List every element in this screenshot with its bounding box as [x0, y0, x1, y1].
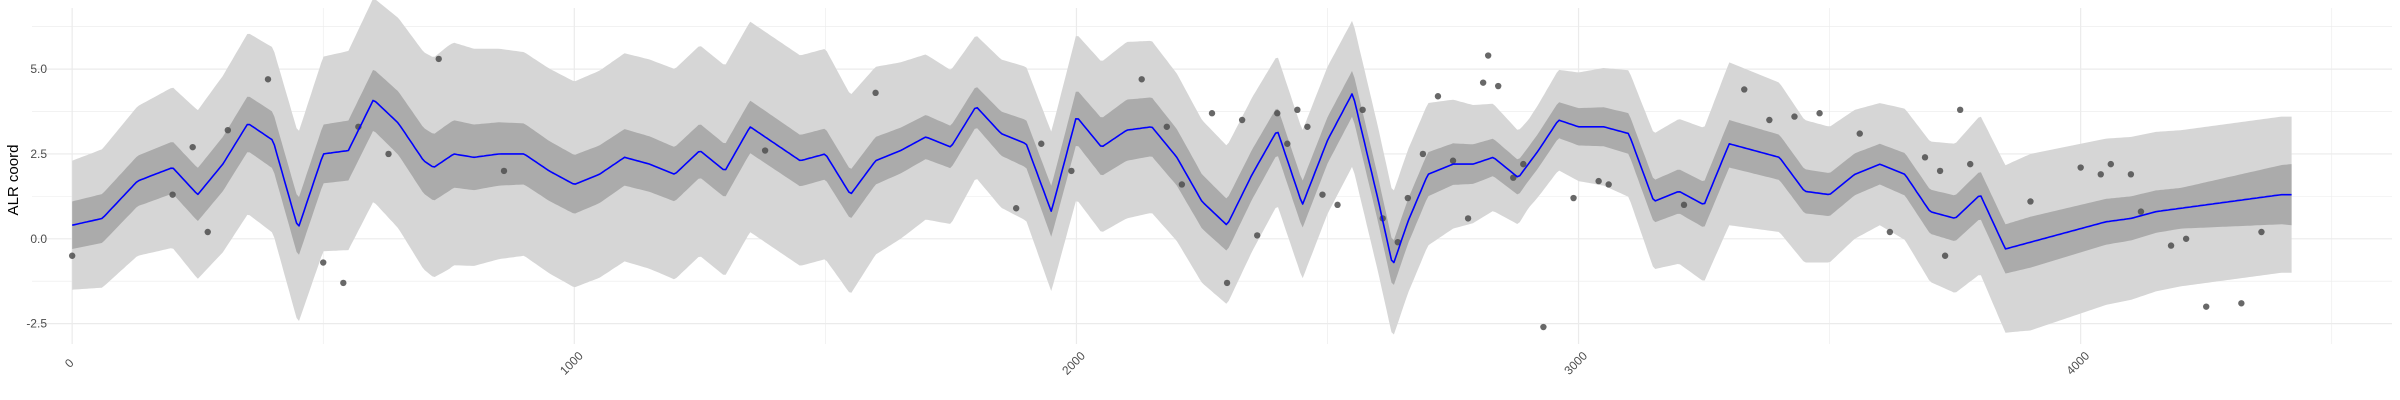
data-point	[1068, 167, 1075, 175]
data-point	[500, 167, 508, 175]
data-point	[1012, 205, 1020, 212]
x-axis-ticks: 0 1000 2000 3000 4000	[62, 349, 2092, 378]
data-point	[1449, 157, 1457, 164]
data-point	[1956, 106, 1964, 114]
x-tick-label: 0	[62, 356, 77, 371]
data-point	[1253, 232, 1261, 239]
data-point	[68, 252, 76, 259]
y-axis-ticks: -2.5 0.0 2.5 5.0	[26, 62, 47, 331]
data-point	[2127, 171, 2135, 178]
data-point	[1138, 76, 1145, 83]
y-tick-label: 2.5	[30, 147, 47, 161]
data-point	[1284, 140, 1291, 147]
data-point	[1605, 181, 1612, 188]
data-point	[761, 147, 769, 154]
data-point	[204, 228, 211, 236]
data-point	[2107, 160, 2115, 168]
data-point	[1856, 130, 1863, 137]
observation-points	[68, 52, 2265, 331]
y-tick-label: 5.0	[30, 62, 47, 76]
data-point	[1038, 140, 1045, 147]
data-point	[385, 150, 392, 158]
y-axis-title: ALR coord	[5, 145, 22, 216]
data-point	[1540, 323, 1547, 331]
data-point	[2258, 228, 2265, 236]
data-point	[340, 279, 347, 287]
data-point	[320, 259, 327, 266]
data-point	[1304, 123, 1311, 130]
data-point	[224, 126, 232, 134]
data-point	[1495, 82, 1502, 90]
data-point	[1680, 201, 1688, 209]
x-tick-label: 4000	[2063, 349, 2092, 378]
data-point	[2077, 164, 2084, 171]
inner-band-area	[72, 70, 2292, 285]
data-point	[1404, 194, 1412, 202]
data-point	[1178, 181, 1186, 188]
data-point	[2203, 303, 2210, 310]
data-point	[1570, 194, 1577, 202]
data-point	[1791, 113, 1798, 120]
data-point	[1223, 279, 1231, 287]
data-point	[1886, 228, 1894, 236]
data-point	[2027, 198, 2034, 205]
data-point	[872, 89, 879, 97]
data-point	[1484, 52, 1492, 59]
x-tick-label: 1000	[557, 349, 586, 378]
y-tick-label: -2.5	[26, 317, 47, 331]
data-point	[1319, 191, 1326, 198]
data-point	[1936, 167, 1944, 175]
data-point	[1595, 177, 1602, 185]
x-tick-label: 2000	[1059, 349, 1088, 378]
y-tick-label: 0.0	[30, 232, 47, 246]
data-point	[1163, 123, 1171, 130]
data-point	[1274, 110, 1281, 117]
data-point	[1434, 93, 1442, 100]
data-point	[1294, 106, 1301, 114]
mean-line	[72, 93, 2292, 264]
data-point	[1741, 86, 1748, 93]
data-point	[1816, 110, 1823, 117]
data-point	[1520, 160, 1527, 168]
data-point	[1479, 79, 1487, 86]
data-point	[1967, 160, 1974, 168]
data-point	[1208, 110, 1216, 117]
data-point	[2097, 171, 2104, 178]
data-point	[2167, 242, 2175, 249]
data-point	[1334, 201, 1341, 209]
data-point	[1921, 154, 1929, 161]
x-tick-label: 3000	[1561, 349, 1590, 378]
data-point	[2238, 300, 2245, 307]
data-point	[1394, 238, 1401, 246]
data-point	[1464, 215, 1472, 222]
data-point	[189, 143, 196, 151]
data-point	[169, 191, 176, 198]
data-point	[1359, 106, 1366, 114]
data-point	[1510, 174, 1517, 181]
data-point	[1419, 150, 1427, 158]
data-point	[2182, 235, 2190, 242]
posterior-mean-line	[72, 93, 2292, 264]
inner-credible-band	[72, 70, 2292, 285]
data-point	[1238, 116, 1246, 124]
data-point	[1766, 116, 1773, 124]
data-point	[435, 55, 442, 63]
data-point	[1941, 252, 1949, 259]
data-point	[264, 76, 272, 83]
data-point	[2137, 208, 2145, 215]
